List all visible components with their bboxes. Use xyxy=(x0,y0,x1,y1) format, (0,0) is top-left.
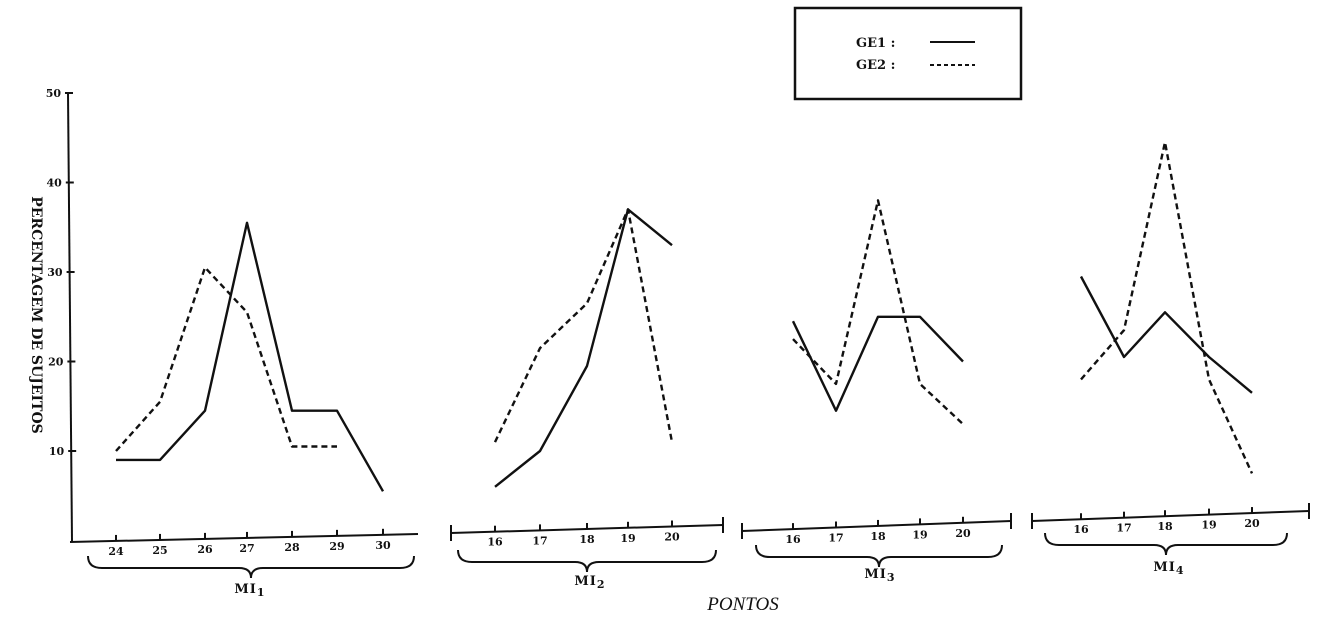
group-brace xyxy=(1044,532,1288,556)
y-tick-label: 40 xyxy=(46,177,62,190)
legend-box xyxy=(793,6,1023,101)
x-tick-label: 20 xyxy=(1244,517,1260,530)
x-tick-label: 17 xyxy=(828,532,843,545)
series-line-ge1 xyxy=(494,208,673,488)
x-tick-label: 18 xyxy=(579,533,595,546)
chart-groups: 24 25 26 27 28 29 30 MI1 16 17 18 19 20 MI2 16 17 18 19 20… xyxy=(69,140,1310,599)
x-tick-label: 19 xyxy=(1201,519,1216,532)
y-tick-label: 10 xyxy=(49,445,65,458)
x-tick-label: 18 xyxy=(1157,520,1173,533)
group-label: MI4 xyxy=(1153,560,1184,577)
series-line-ge2 xyxy=(493,208,674,443)
series-line-ge2 xyxy=(792,199,964,425)
x-axis-segment xyxy=(1031,510,1310,522)
group-label: MI3 xyxy=(864,567,895,584)
series-line-ge1 xyxy=(791,315,964,412)
series-line-ge2 xyxy=(115,266,337,452)
y-axis-title: PERCENTAGEM DE SUJEITOS xyxy=(28,196,44,434)
x-tick-label: 30 xyxy=(375,539,391,552)
y-tick-label: 50 xyxy=(46,87,62,100)
x-tick-label: 16 xyxy=(487,536,503,549)
group-brace xyxy=(87,555,415,579)
x-tick-label: 16 xyxy=(1073,523,1089,536)
series-line-ge1 xyxy=(116,221,385,492)
x-tick-label: 20 xyxy=(955,527,971,540)
x-tick-label: 17 xyxy=(532,534,547,547)
y-ticks: 10 20 30 40 50 xyxy=(46,87,77,458)
x-axis-segment xyxy=(69,533,419,543)
legend: GE1 : GE2 : xyxy=(793,6,1023,101)
group-3: 16 17 18 19 20 MI3 xyxy=(741,199,1012,584)
x-tick-label: 29 xyxy=(329,540,344,553)
x-axis-title: PONTOS xyxy=(706,594,779,615)
x-tick-label: 19 xyxy=(620,532,635,545)
group-1: 24 25 26 27 28 29 30 MI1 xyxy=(69,221,419,599)
x-tick-label: 20 xyxy=(664,531,680,544)
x-tick-label: 28 xyxy=(284,541,300,554)
y-axis-line xyxy=(67,92,73,543)
group-4: 16 17 18 19 20 MI4 xyxy=(1031,140,1310,577)
group-label: MI2 xyxy=(574,574,605,591)
y-tick-label: 20 xyxy=(48,356,64,369)
series-line-ge2 xyxy=(1080,140,1254,474)
legend-label-ge2: GE2 : xyxy=(856,58,895,73)
x-axis-segment xyxy=(741,520,1012,532)
x-tick-label: 26 xyxy=(197,543,213,556)
y-axis: 10 20 30 40 50 PERCENTAGEM DE SUJEITOS xyxy=(28,87,77,543)
x-tick-label: 25 xyxy=(152,544,167,557)
series-line-ge1 xyxy=(1079,275,1253,394)
y-tick-label: 30 xyxy=(47,266,63,279)
x-tick-label: 24 xyxy=(108,545,124,558)
x-tick-label: 18 xyxy=(870,530,886,543)
x-tick-label: 16 xyxy=(785,533,801,546)
group-brace xyxy=(755,544,1003,568)
x-tick-label: 27 xyxy=(239,542,254,555)
group-brace xyxy=(457,549,717,573)
group-2: 16 17 18 19 20 MI2 xyxy=(450,208,724,591)
legend-label-ge1: GE1 : xyxy=(856,36,895,51)
group-label: MI1 xyxy=(234,582,265,599)
x-tick-label: 19 xyxy=(912,528,927,541)
x-tick-label: 17 xyxy=(1116,522,1131,535)
